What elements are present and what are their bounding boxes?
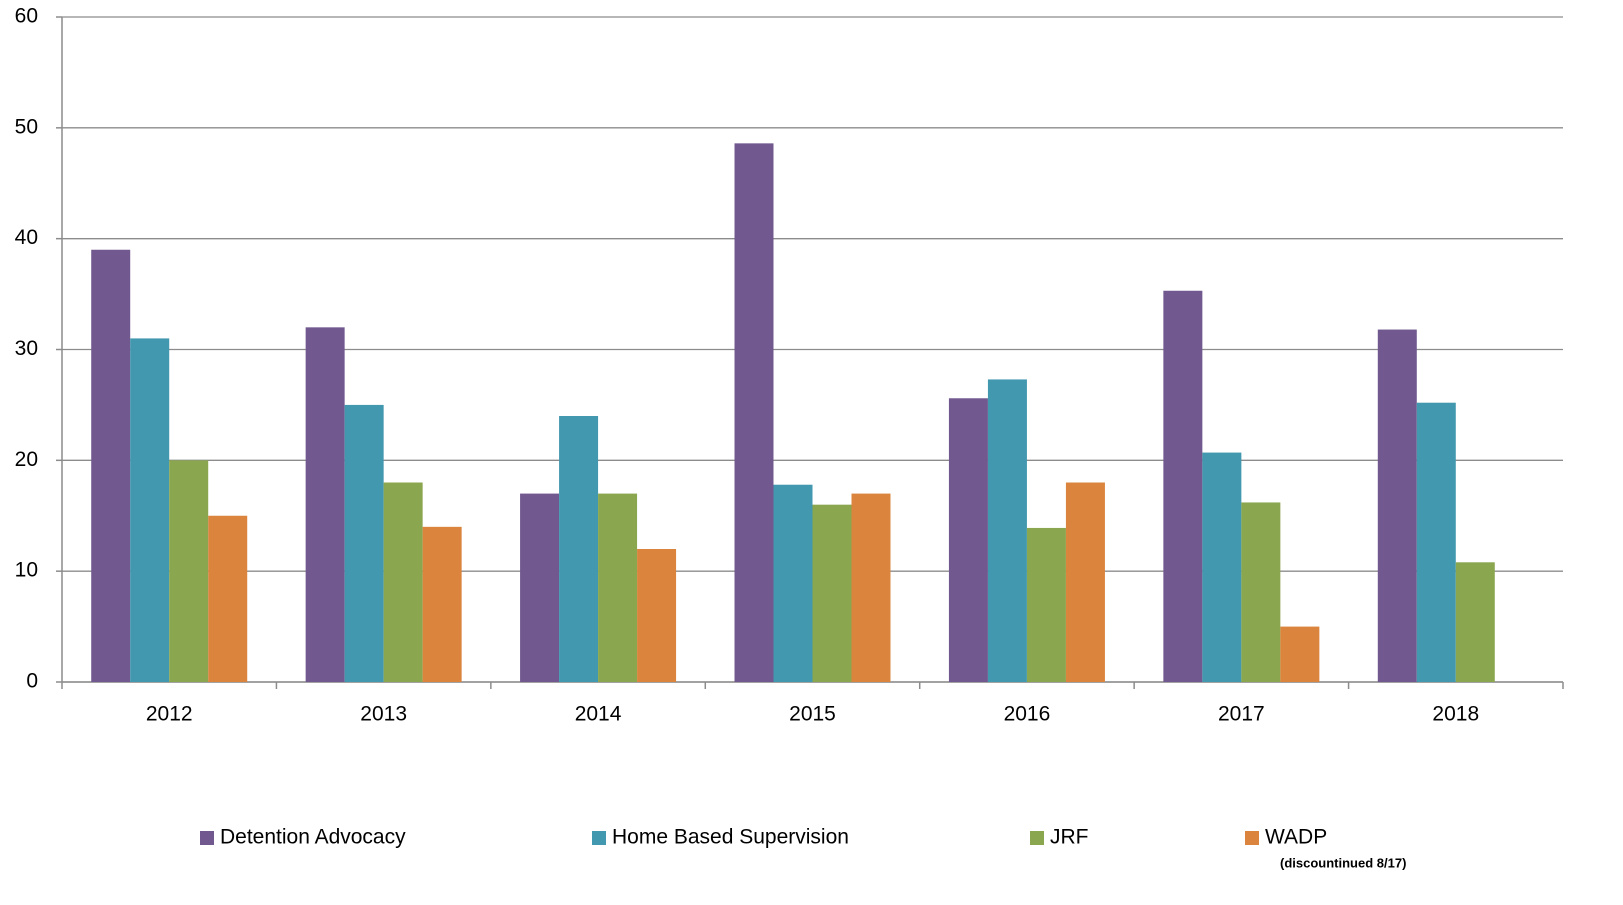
bar (383, 482, 423, 682)
bar (987, 379, 1027, 682)
legend-label: WADP (1265, 826, 1327, 849)
bar (130, 338, 170, 682)
bar (1241, 502, 1281, 682)
bar (1280, 626, 1320, 682)
legend-swatch (592, 831, 606, 845)
y-tick-label: 0 (26, 670, 38, 693)
x-tick-label: 2012 (146, 703, 193, 726)
legend-label: Home Based Supervision (612, 826, 849, 849)
legend-label: JRF (1050, 826, 1089, 849)
bar (637, 549, 677, 682)
x-tick-label: 2016 (1004, 703, 1051, 726)
y-tick-label: 10 (15, 559, 38, 582)
x-tick-label: 2013 (360, 703, 407, 726)
legend-swatch (200, 831, 214, 845)
x-tick-label: 2014 (575, 703, 622, 726)
bar (1377, 329, 1417, 682)
bar (734, 143, 774, 683)
bar (422, 526, 462, 682)
bar (1026, 527, 1066, 682)
y-tick-label: 30 (15, 337, 38, 360)
y-tick-label: 50 (15, 115, 38, 138)
bar (1065, 482, 1105, 682)
bar (91, 249, 131, 682)
x-tick-label: 2017 (1218, 703, 1265, 726)
bar (1163, 290, 1203, 682)
bar (851, 493, 891, 682)
bar (559, 416, 599, 682)
bar (1202, 452, 1242, 682)
x-tick-label: 2015 (789, 703, 836, 726)
y-tick-label: 40 (15, 226, 38, 249)
bar (208, 515, 248, 682)
y-tick-label: 20 (15, 448, 38, 471)
annotation: (discountinued 8/17) (1280, 855, 1406, 870)
bar (598, 493, 638, 682)
bar (520, 493, 560, 682)
legend-swatch (1030, 831, 1044, 845)
bar (1455, 562, 1495, 682)
bar (773, 484, 813, 682)
bar (344, 404, 384, 682)
bar (948, 398, 988, 682)
legend-label: Detention Advocacy (220, 826, 406, 849)
x-tick-label: 2018 (1432, 703, 1479, 726)
y-tick-label: 60 (15, 5, 38, 28)
bar (1416, 402, 1456, 682)
bar (812, 504, 852, 682)
bar (169, 460, 209, 682)
legend-swatch (1245, 831, 1259, 845)
bar (305, 327, 345, 682)
